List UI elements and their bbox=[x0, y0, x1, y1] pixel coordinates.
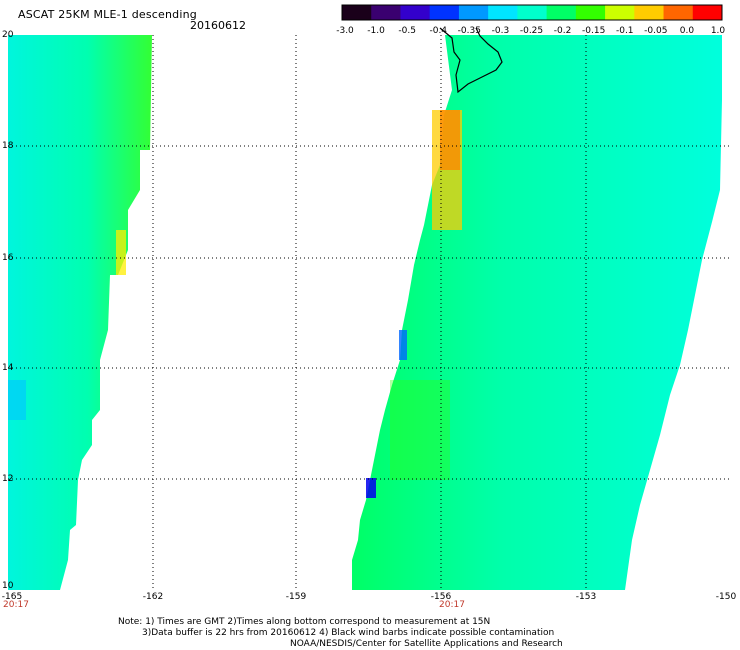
right-swath bbox=[352, 35, 722, 590]
lon-label-156: -156 bbox=[430, 592, 452, 602]
note-line-3: NOAA/NESDIS/Center for Satellite Applica… bbox=[290, 639, 563, 649]
lon-label-162: -162 bbox=[142, 592, 164, 602]
map-title: ASCAT 25KM MLE-1 descending bbox=[18, 8, 197, 21]
colorbar-tick-label: -0.1 bbox=[615, 26, 634, 36]
note-line-1: Note: 1) Times are GMT 2)Times along bot… bbox=[118, 617, 491, 627]
colorbar-swatch bbox=[400, 5, 431, 20]
colorbar-frame bbox=[341, 4, 723, 21]
lat-label-12: 12 bbox=[2, 474, 14, 484]
low-wind-patch bbox=[8, 380, 26, 420]
lat-label-14: 14 bbox=[2, 363, 14, 373]
colorbar-swatch bbox=[575, 5, 606, 20]
calm-patch-2 bbox=[366, 478, 376, 498]
coastline bbox=[439, 27, 503, 94]
colorbar-tick-label: -0.4 bbox=[429, 26, 448, 36]
note-line-2: 3)Data buffer is 22 hrs from 20160612 4)… bbox=[142, 628, 555, 638]
lon-label-153: -153 bbox=[575, 592, 597, 602]
colorbar-swatch bbox=[371, 5, 401, 20]
lon-label-159: -159 bbox=[285, 592, 307, 602]
colorbar-tick-label: -0.5 bbox=[398, 26, 416, 36]
lat-label-16: 16 bbox=[2, 253, 14, 263]
lat-label-10: 10 bbox=[2, 581, 14, 591]
colorbar-swatch bbox=[546, 5, 577, 20]
time-label-right: 20:17 bbox=[439, 600, 465, 610]
colorbar-swatch bbox=[458, 5, 489, 20]
colorbar-tick-label: -0.35 bbox=[457, 26, 481, 36]
lat-label-20: 20 bbox=[2, 30, 14, 40]
colorbar-swatch bbox=[517, 5, 548, 20]
colorbar-tick-label: -0.25 bbox=[519, 26, 544, 36]
colorbar-swatch bbox=[488, 5, 518, 20]
lon-label-150: -150 bbox=[715, 592, 737, 602]
colorbar-tick-label: -0.3 bbox=[491, 26, 510, 36]
time-label-left: 20:17 bbox=[3, 600, 29, 610]
colorbar-tick-labels: -3.0 -1.0 -0.5 -0.4 -0.35 -0.3 -0.25 -0.2 -0.15-… bbox=[320, 26, 740, 40]
colorbar-swatch bbox=[605, 5, 635, 20]
plot-grid bbox=[8, 35, 732, 590]
colorbar-tick-label: -0.2 bbox=[553, 26, 572, 36]
colorbar-tick-label: -1.0 bbox=[367, 26, 385, 36]
left-swath bbox=[8, 35, 152, 590]
moderate-wind-area bbox=[390, 380, 450, 480]
colorbar-tick-label: 1.0 bbox=[710, 26, 726, 36]
colorbar-tick-label: -3.0 bbox=[336, 26, 354, 36]
colorbar-swatch bbox=[634, 5, 665, 20]
lon-label-165: -165 bbox=[1, 592, 23, 602]
strongest-wind-patch bbox=[440, 110, 460, 170]
lat-label-18: 18 bbox=[2, 141, 14, 151]
calm-patch-1 bbox=[399, 330, 407, 360]
colorbar bbox=[341, 4, 723, 21]
colorbar-tick-label: 0.0 bbox=[679, 26, 695, 36]
colorbar-swatch bbox=[429, 5, 460, 20]
map-date: 20160612 bbox=[190, 19, 246, 32]
colorbar-swatch bbox=[663, 5, 694, 20]
colorbar-tick-label: -0.05 bbox=[644, 26, 668, 36]
colorbar-swatch bbox=[692, 5, 723, 20]
colorbar-swatch bbox=[342, 5, 372, 20]
high-wind-patch bbox=[116, 230, 126, 275]
colorbar-tick-label: -0.15 bbox=[582, 26, 606, 36]
